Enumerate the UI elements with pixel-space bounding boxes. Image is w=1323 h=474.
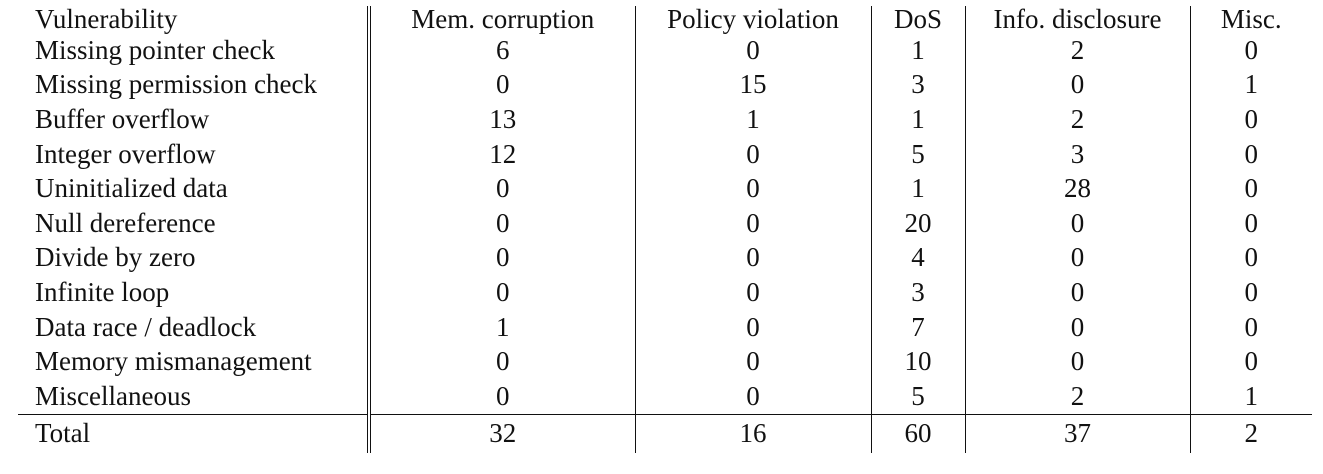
cell-dos: 3	[871, 67, 966, 103]
cell-mem-corruption: 12	[369, 136, 636, 172]
cell-info-disclosure: 0	[965, 240, 1191, 276]
cell-mem-corruption: 0	[369, 344, 636, 379]
table-row: Null dereference 0 0 20 0 0	[18, 205, 1312, 241]
table-row: Integer overflow 12 0 5 3 0	[18, 136, 1312, 172]
total-policy-violation: 16	[635, 413, 872, 453]
cell-policy-violation: 0	[635, 344, 872, 379]
cell-dos: 5	[871, 136, 966, 172]
row-label: Null dereference	[18, 205, 371, 241]
cell-mem-corruption: 0	[369, 67, 636, 103]
table-header-row: Vulnerability Mem. corruption Policy vio…	[18, 6, 1312, 33]
cell-dos: 10	[871, 344, 966, 379]
cell-info-disclosure: 0	[965, 344, 1191, 379]
cell-dos: 3	[871, 275, 966, 310]
row-label: Buffer overflow	[18, 102, 371, 137]
cell-dos: 1	[871, 171, 966, 206]
row-label: Missing pointer check	[18, 33, 371, 68]
cell-policy-violation: 0	[635, 240, 872, 276]
table-row: Buffer overflow 13 1 1 2 0	[18, 102, 1312, 137]
cell-info-disclosure: 0	[965, 309, 1191, 345]
table-row: Miscellaneous 0 0 5 2 1	[18, 378, 1312, 415]
row-label: Uninitialized data	[18, 171, 371, 206]
cell-dos: 1	[871, 33, 966, 68]
cell-policy-violation: 0	[635, 205, 872, 241]
cell-info-disclosure: 2	[965, 33, 1191, 68]
row-label: Missing permission check	[18, 67, 371, 103]
table-body: Missing pointer check 6 0 1 2 0 Missing permis…	[18, 33, 1312, 415]
table-row: Divide by zero 0 0 4 0 0	[18, 240, 1312, 276]
cell-dos: 7	[871, 309, 966, 345]
cell-mem-corruption: 0	[369, 205, 636, 241]
cell-info-disclosure: 0	[965, 67, 1191, 103]
cell-policy-violation: 0	[635, 136, 872, 172]
cell-mem-corruption: 0	[369, 275, 636, 310]
total-dos: 60	[871, 413, 966, 453]
header-policy-violation: Policy violation	[635, 6, 872, 33]
header-mem-corruption: Mem. corruption	[369, 6, 636, 33]
row-label: Integer overflow	[18, 136, 371, 172]
total-misc: 2	[1190, 413, 1312, 453]
cell-info-disclosure: 0	[965, 275, 1191, 310]
cell-policy-violation: 0	[635, 378, 872, 415]
cell-misc: 0	[1244, 103, 1259, 134]
table-row: Memory mismanagement 0 0 10 0 0	[18, 344, 1312, 379]
cell-dos: 20	[871, 205, 966, 241]
header-dos: DoS	[871, 6, 966, 33]
row-label: Infinite loop	[18, 275, 371, 310]
total-info-disclosure: 37	[965, 413, 1191, 453]
cell-misc: 0	[1244, 207, 1259, 238]
cell-mem-corruption: 13	[369, 102, 636, 137]
cell-dos: 5	[871, 378, 966, 415]
cell-misc: 0	[1244, 34, 1259, 65]
cell-policy-violation: 0	[635, 309, 872, 345]
total-mem-corruption: 32	[369, 413, 636, 453]
row-label: Miscellaneous	[18, 378, 371, 415]
vulnerability-table: Vulnerability Mem. corruption Policy vio…	[18, 6, 1312, 453]
cell-policy-violation: 0	[635, 171, 872, 206]
cell-misc: 1	[1244, 69, 1259, 100]
table-row: Missing permission check 0 15 3 0 1	[18, 67, 1312, 103]
row-label: Divide by zero	[18, 240, 371, 276]
cell-mem-corruption: 6	[369, 33, 636, 68]
row-label: Memory mismanagement	[18, 344, 371, 379]
header-info-disclosure: Info. disclosure	[965, 6, 1191, 33]
cell-misc: 0	[1244, 242, 1259, 273]
cell-misc: 0	[1244, 138, 1259, 169]
cell-dos: 4	[871, 240, 966, 276]
cell-dos: 1	[871, 102, 966, 137]
table-row: Infinite loop 0 0 3 0 0	[18, 275, 1312, 310]
row-label: Data race / deadlock	[18, 309, 371, 345]
cell-info-disclosure: 28	[965, 171, 1191, 206]
cell-policy-violation: 1	[635, 102, 872, 137]
table-row: Data race / deadlock 1 0 7 0 0	[18, 309, 1312, 345]
header-vulnerability: Vulnerability	[18, 6, 371, 33]
cell-info-disclosure: 2	[965, 378, 1191, 415]
cell-mem-corruption: 0	[369, 171, 636, 206]
cell-misc: 1	[1244, 380, 1259, 411]
cell-policy-violation: 0	[635, 275, 872, 310]
total-label: Total	[18, 413, 371, 453]
table-row: Missing pointer check 6 0 1 2 0	[18, 33, 1312, 68]
cell-policy-violation: 0	[635, 33, 872, 68]
cell-misc: 0	[1244, 311, 1259, 342]
cell-policy-violation: 15	[635, 67, 872, 103]
cell-misc: 0	[1244, 276, 1259, 307]
table-row: Uninitialized data 0 0 1 28 0	[18, 171, 1312, 206]
cell-mem-corruption: 1	[369, 309, 636, 345]
cell-info-disclosure: 0	[965, 205, 1191, 241]
total-row: Total 32 16 60 37 2	[18, 413, 1312, 453]
header-misc: Misc.	[1220, 4, 1282, 34]
cell-mem-corruption: 0	[369, 240, 636, 276]
cell-info-disclosure: 3	[965, 136, 1191, 172]
cell-misc: 0	[1244, 346, 1259, 377]
cell-mem-corruption: 0	[369, 378, 636, 415]
cell-misc: 0	[1244, 173, 1259, 204]
cell-info-disclosure: 2	[965, 102, 1191, 137]
